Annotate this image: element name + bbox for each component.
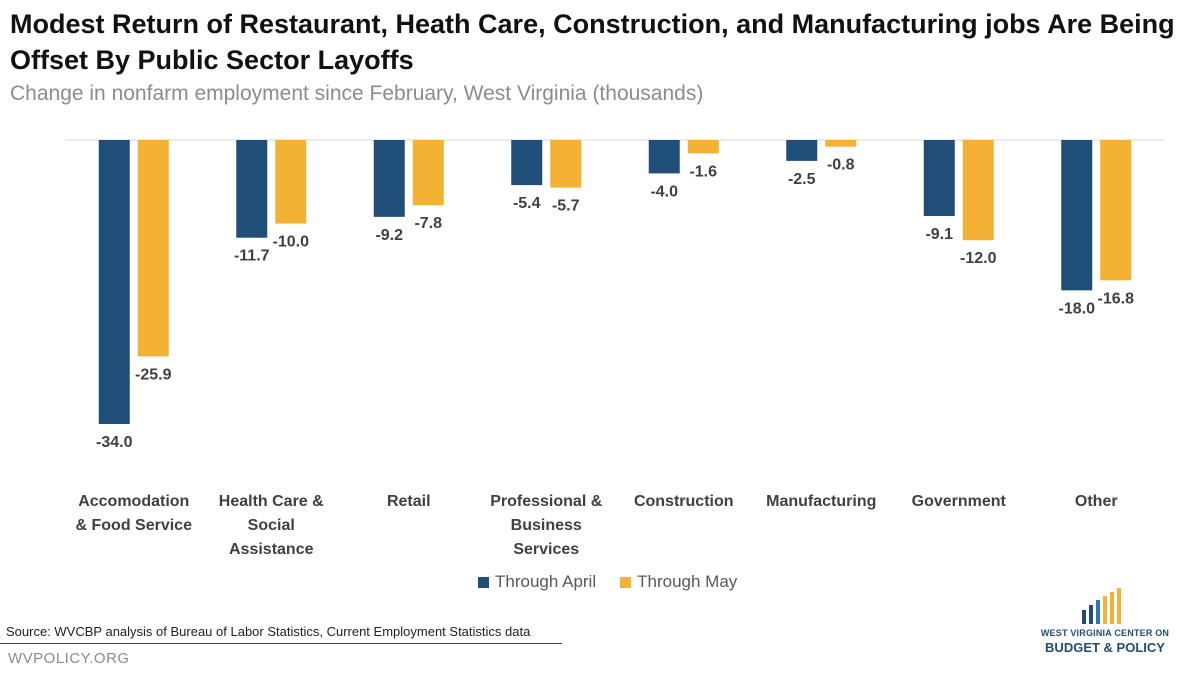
logo-line-1: WEST VIRGINIA CENTER ON [1040,628,1170,638]
data-label-through-may-retail: -7.8 [414,215,442,232]
rising-bars-logo-icon [1082,588,1121,624]
data-label-through-may-accomodation-food-service: -25.9 [135,366,172,383]
source-note: Source: WVCBP analysis of Bureau of Labo… [6,624,531,639]
data-label-through-may-government: -12.0 [960,250,997,267]
legend-swatch-through-may [620,576,632,588]
data-label-through-april-government: -9.1 [925,226,953,243]
data-label-through-april-other: -18.0 [1059,300,1096,317]
bar-through-may-government [962,140,994,241]
wvcbp-logo: WEST VIRGINIA CENTER ON BUDGET & POLICY [1030,586,1180,666]
data-label-through-april-professional-business-services: -5.4 [513,195,541,212]
category-label-manufacturing: Manufacturing [766,493,876,510]
chart-legend: Through April Through May [478,572,737,592]
legend-swatch-through-april [478,576,489,588]
bar-through-april-other [1061,140,1093,291]
category-label-other: Other [1075,493,1118,510]
bar-chart: -34.0 -25.9 -11.7-10.0 -9.2 -7.8 -5.4 -5.7 -4.0… [65,139,1165,558]
logo-line-2: BUDGET & POLICY [1045,640,1165,655]
data-label-through-april-accomodation-food-service: -34.0 [96,434,133,451]
bar-through-april-manufacturing [786,140,818,161]
bar-through-may-accomodation-food-service [137,140,169,357]
data-label-through-may-professional-business-services: -5.7 [552,198,580,215]
bar-through-may-construction [687,140,719,154]
bar-through-april-retail [373,140,405,217]
source-divider [0,643,562,644]
legend-label-through-may: Through May [637,572,738,591]
bar-through-may-health-care-social-assistance [275,140,307,224]
data-label-through-may-manufacturing: -0.8 [827,157,855,174]
bar-through-april-accomodation-food-service [98,140,130,424]
chart-title: Modest Return of Restaurant, Heath Care,… [10,9,1175,75]
category-label-construction: Construction [634,493,734,510]
legend-label-through-april: Through April [495,572,597,591]
data-label-through-may-other: -16.8 [1098,290,1135,307]
data-label-through-april-health-care-social-assistance: -11.7 [234,248,270,265]
category-label-government: Government [912,493,1007,510]
legend-item-through-may: Through May [620,572,737,592]
category-label-professional-business-services: Professional & Business Services [490,493,602,558]
bar-through-april-health-care-social-assistance [236,140,268,238]
data-label-through-april-retail: -9.2 [375,227,403,244]
bar-through-may-professional-business-services [550,140,582,188]
data-label-through-may-health-care-social-assistance: -10.0 [273,234,310,251]
category-label-accomodation-food-service: Accomodation & Food Service [76,493,193,534]
bar-through-april-construction [648,140,680,174]
bar-through-april-government [923,140,955,217]
website-link[interactable]: WVPOLICY.ORG [8,650,130,667]
data-label-through-april-manufacturing: -2.5 [788,171,816,188]
category-label-retail: Retail [387,493,431,510]
data-label-through-may-construction: -1.6 [689,163,717,180]
category-label-health-care-social-assistance: Health Care & Social Assistance [219,493,324,558]
bar-through-may-retail [412,140,444,206]
legend-item-through-april: Through April [478,572,596,592]
data-label-through-april-construction: -4.0 [650,183,678,200]
bar-through-may-manufacturing [825,140,857,147]
bar-through-april-professional-business-services [511,140,543,186]
chart-subtitle: Change in nonfarm employment since Febru… [10,82,704,105]
bar-through-may-other [1100,140,1132,281]
